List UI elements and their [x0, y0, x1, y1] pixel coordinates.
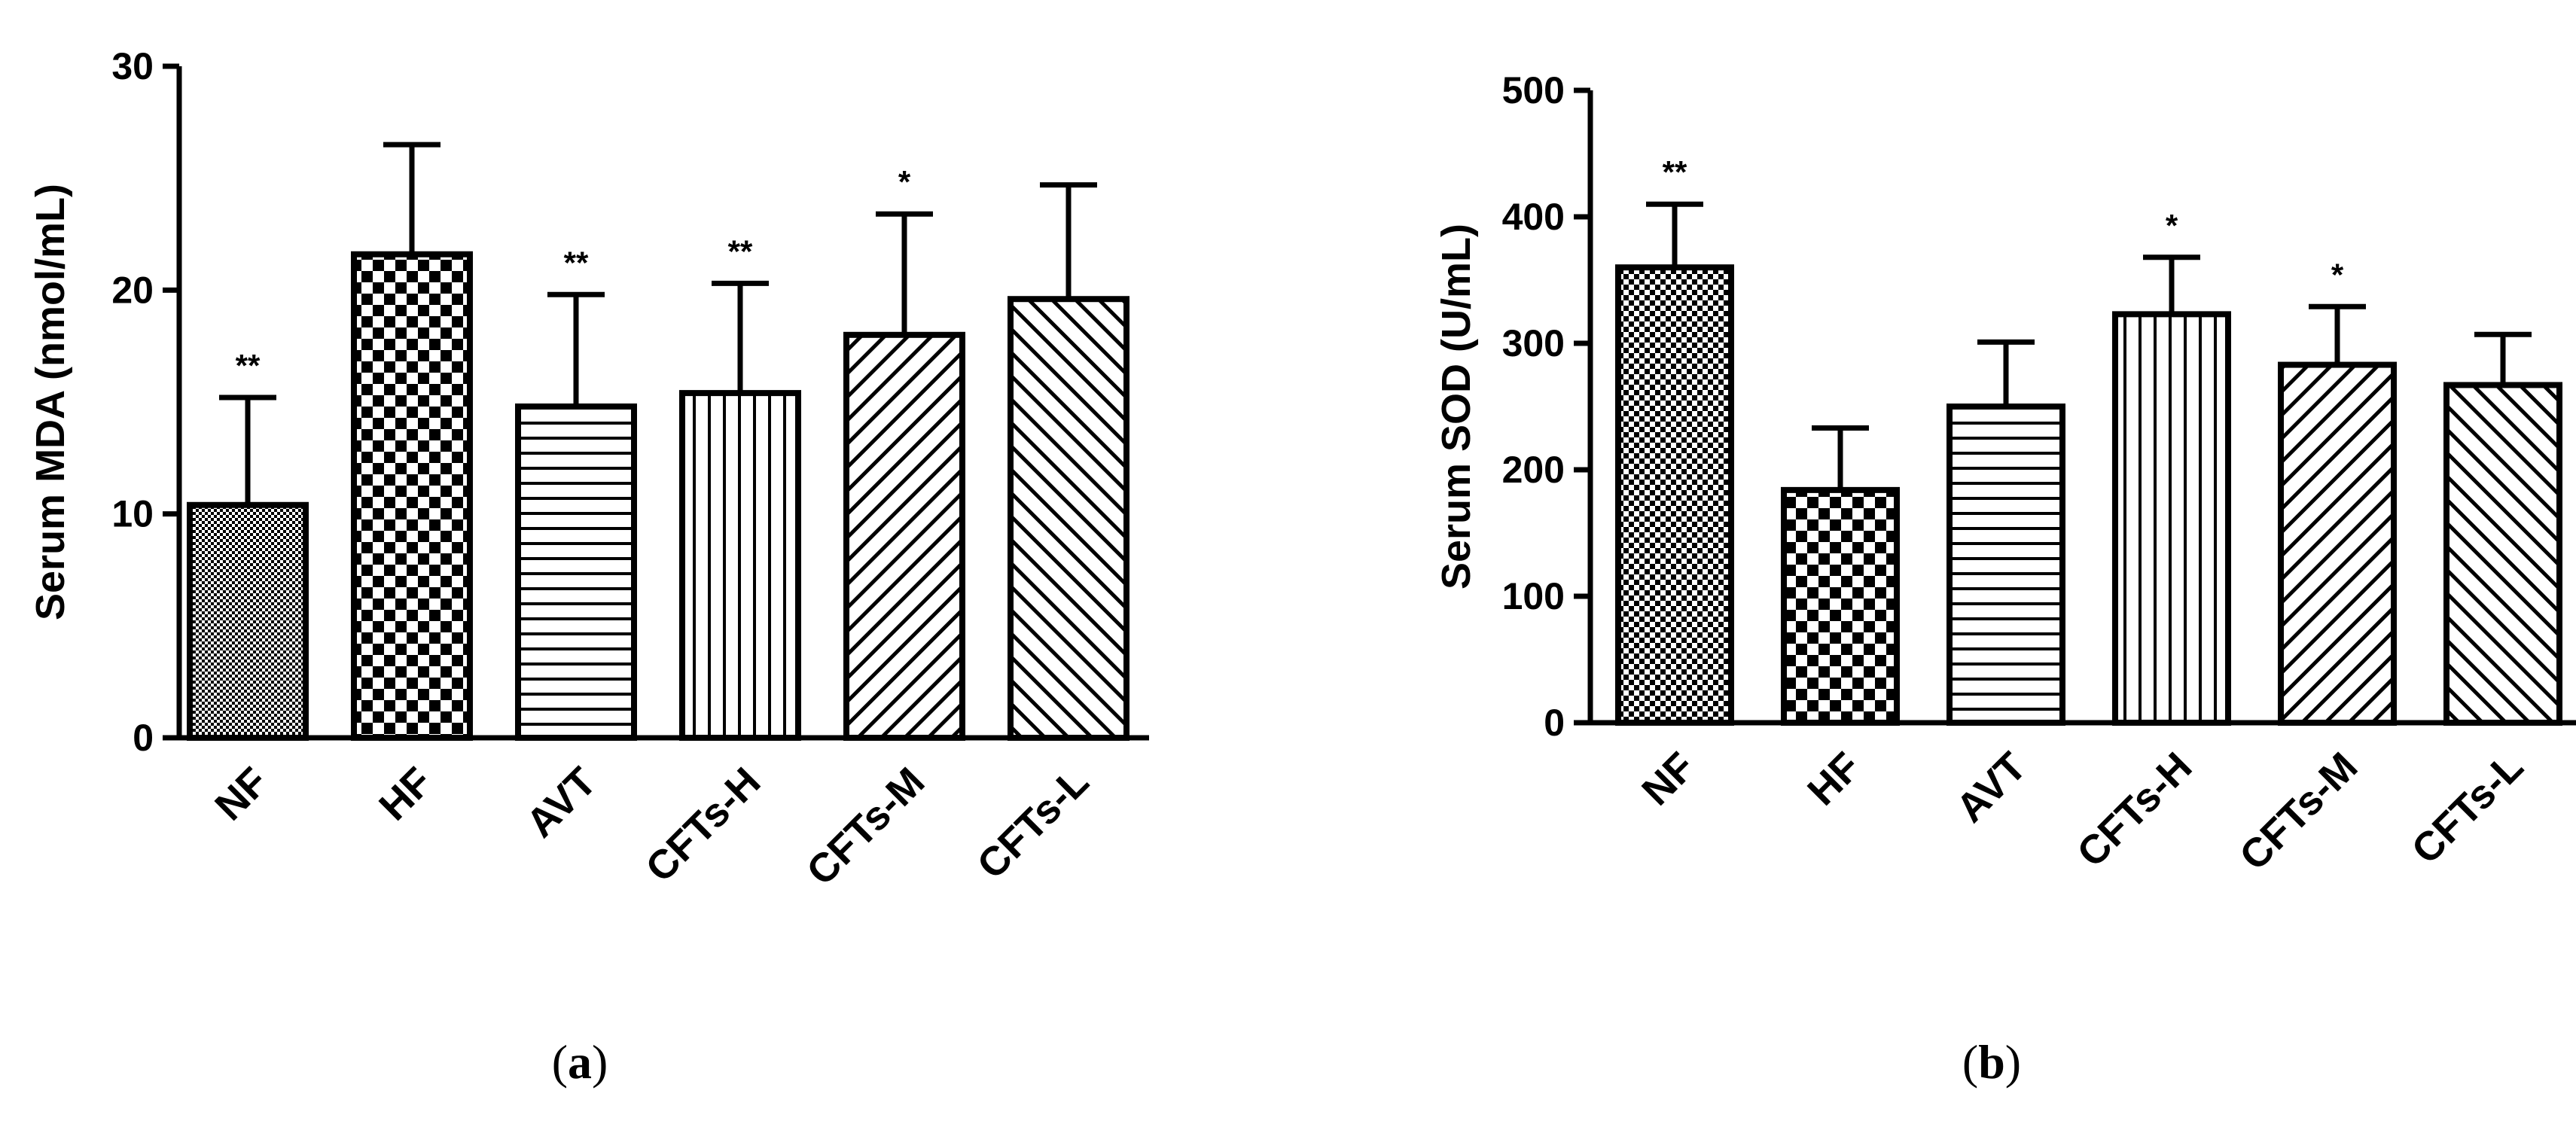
- significance-label: **: [564, 245, 589, 280]
- bar-cfts-h: [2112, 311, 2231, 726]
- significance-label: **: [1663, 154, 1687, 190]
- y-tick-label: 30: [111, 45, 154, 87]
- bar-cfts-l: [2443, 382, 2562, 726]
- y-tick-label: 20: [111, 269, 154, 311]
- y-tick-label: 300: [1502, 322, 1565, 364]
- significance-label: *: [2331, 257, 2344, 292]
- x-tick-label: CFTs-L: [2403, 744, 2532, 873]
- bar-cfts-l: [1008, 296, 1129, 741]
- y-axis-title: Serum SOD (U/mL): [1434, 224, 1479, 589]
- y-axis-title: Serum MDA (nmol/mL): [28, 184, 73, 620]
- panel-a: 0 10 20 30 Serum MDA (nmol/mL) ** NF HF ** AVT ** C…: [28, 45, 1149, 1089]
- x-tick-label: HF: [1799, 744, 1869, 814]
- significance-label: *: [2166, 208, 2178, 243]
- significance-label: *: [898, 164, 911, 200]
- x-tick-label: CFTs-H: [2068, 744, 2200, 876]
- x-tick-label: NF: [1633, 744, 1703, 814]
- y-tick-label: 500: [1502, 69, 1565, 111]
- bar-avt: [515, 403, 637, 741]
- significance-label: **: [236, 348, 261, 383]
- bar-cfts-m: [2278, 361, 2397, 726]
- bar-avt: [1946, 404, 2065, 726]
- panel-close-paren: ): [2005, 1035, 2021, 1089]
- x-tick-label: NF: [206, 759, 276, 829]
- panel-open-paren: (: [1962, 1035, 1978, 1089]
- bar-nf: [187, 501, 309, 741]
- x-tick-label: CFTs-L: [968, 759, 1097, 888]
- y-tick-label: 0: [133, 717, 154, 759]
- panel-letter: b: [1978, 1035, 2005, 1089]
- x-tick-label: AVT: [518, 759, 605, 846]
- panel-label: (a): [552, 1035, 608, 1089]
- panel-label: (b): [1962, 1035, 2021, 1089]
- x-tick-label: HF: [370, 759, 441, 829]
- significance-label: **: [728, 233, 753, 269]
- bar-hf: [351, 251, 473, 741]
- y-tick-label: 100: [1502, 575, 1565, 617]
- panel-letter: a: [568, 1035, 592, 1089]
- x-tick-label: CFTs-M: [798, 759, 934, 894]
- bar-cfts-m: [843, 331, 965, 741]
- y-tick-label: 400: [1502, 196, 1565, 238]
- x-tick-label: AVT: [1948, 744, 2035, 831]
- panel-close-paren: ): [592, 1035, 608, 1089]
- bar-nf: [1615, 264, 1734, 726]
- x-tick-label: CFTs-H: [637, 759, 769, 891]
- panel-open-paren: (: [552, 1035, 568, 1089]
- bar-cfts-h: [679, 390, 801, 742]
- y-tick-label: 200: [1502, 449, 1565, 491]
- y-tick-label: 10: [111, 493, 154, 535]
- x-tick-label: CFTs-M: [2231, 744, 2367, 879]
- bar-hf: [1781, 486, 1900, 726]
- y-tick-label: 0: [1544, 702, 1565, 744]
